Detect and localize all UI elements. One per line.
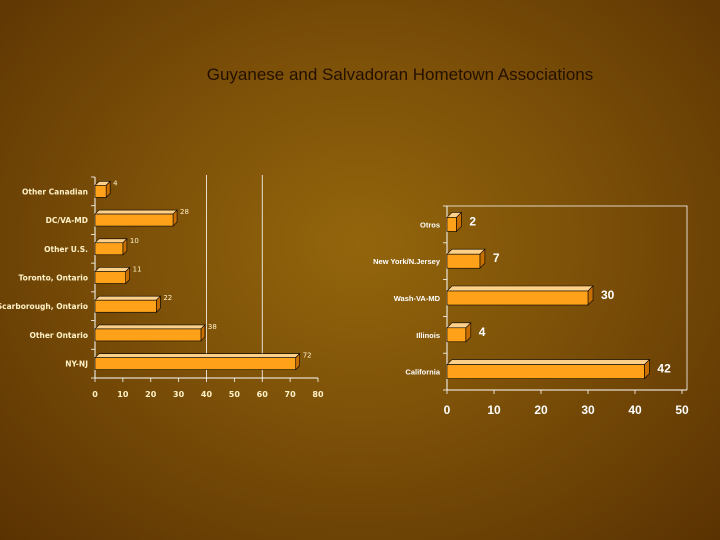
category-label-toronto-ontario: Toronto, Ontario [19, 274, 88, 283]
bar-top-new-york-n-jersey [446, 248, 486, 255]
bar-ny-nj [94, 357, 296, 370]
x-tick-label: 80 [312, 390, 324, 399]
data-label-other-u-s: 10 [130, 237, 139, 245]
x-tick-label: 10 [117, 390, 129, 399]
data-label-wash-va-md: 30 [601, 288, 615, 302]
category-label-dc-va-md: DC/VA-MD [46, 216, 88, 225]
category-label-illinois: Illinois [416, 331, 440, 340]
bar-wash-va-md [446, 290, 589, 306]
bar-other-ontario [94, 328, 202, 342]
bar-toronto-ontario [94, 271, 126, 284]
bar-scarborough-ontario [94, 299, 157, 313]
category-label-ny-nj: NY-NJ [65, 360, 88, 369]
data-label-new-york-n-jersey: 7 [493, 251, 500, 265]
plot-frame [447, 205, 688, 390]
data-label-otros: 2 [469, 214, 476, 228]
bar-new-york-n-jersey [446, 253, 481, 269]
x-tick-label: 0 [444, 403, 451, 417]
category-label-other-u-s: Other U.S. [44, 245, 88, 254]
category-label-other-canadian: Other Canadian [22, 187, 88, 196]
x-tick-label: 70 [285, 390, 297, 399]
bar-otros [446, 217, 457, 232]
x-tick-label: 40 [201, 390, 213, 399]
bar-illinois [446, 327, 467, 343]
data-label-ny-nj: 72 [303, 352, 312, 360]
x-tick-label: 30 [581, 403, 595, 417]
bar-dc-va-md [94, 213, 174, 227]
x-tick-label: 60 [257, 390, 269, 399]
x-tick-label: 20 [145, 390, 157, 399]
x-tick-label: 50 [229, 390, 241, 399]
data-label-scarborough-ontario: 22 [163, 294, 172, 302]
bar-other-u-s [94, 242, 124, 256]
x-tick-label: 30 [173, 390, 185, 399]
category-label-other-ontario: Other Ontario [30, 331, 88, 340]
data-label-dc-va-md: 28 [180, 208, 189, 216]
category-label-otros: Otros [420, 220, 440, 229]
bar-california [446, 364, 645, 379]
data-label-illinois: 4 [479, 325, 486, 339]
category-label-scarborough-ontario: Scarborough, Ontario [0, 302, 88, 311]
x-tick-label: 50 [675, 403, 689, 417]
chart-title: Guyanese and Salvadoran Hometown Associa… [206, 65, 594, 84]
data-label-toronto-ontario: 11 [133, 266, 142, 274]
data-label-california: 42 [657, 362, 671, 376]
category-label-new-york-n-jersey: New York/N.Jersey [373, 257, 441, 266]
category-label-wash-va-md: Wash-VA-MD [394, 294, 441, 303]
bar-top-california [446, 359, 651, 365]
category-label-california: California [405, 368, 440, 377]
x-tick-label: 40 [628, 403, 642, 417]
x-tick-label: 0 [92, 390, 98, 399]
bar-other-canadian [94, 185, 107, 198]
bar-top-wash-va-md [446, 285, 594, 292]
x-tick-label: 10 [487, 403, 501, 417]
data-label-other-ontario: 38 [208, 323, 217, 331]
x-tick-label: 20 [534, 403, 548, 417]
data-label-other-canadian: 4 [113, 179, 118, 187]
